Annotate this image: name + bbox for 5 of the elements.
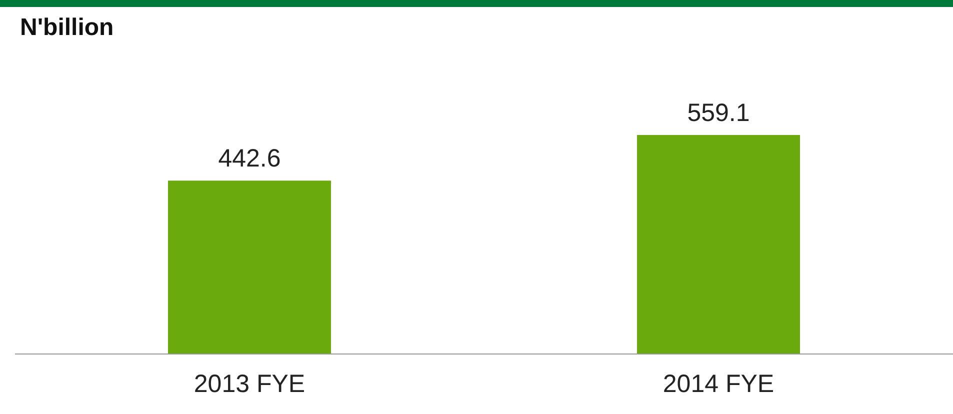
y-axis-title: N'billion <box>20 14 114 42</box>
data-label: 559.1 <box>687 99 750 127</box>
data-label: 442.6 <box>218 144 281 173</box>
x-tick-label: 2013 FYE <box>194 370 306 398</box>
x-tick-label: 2014 FYE <box>662 370 774 398</box>
